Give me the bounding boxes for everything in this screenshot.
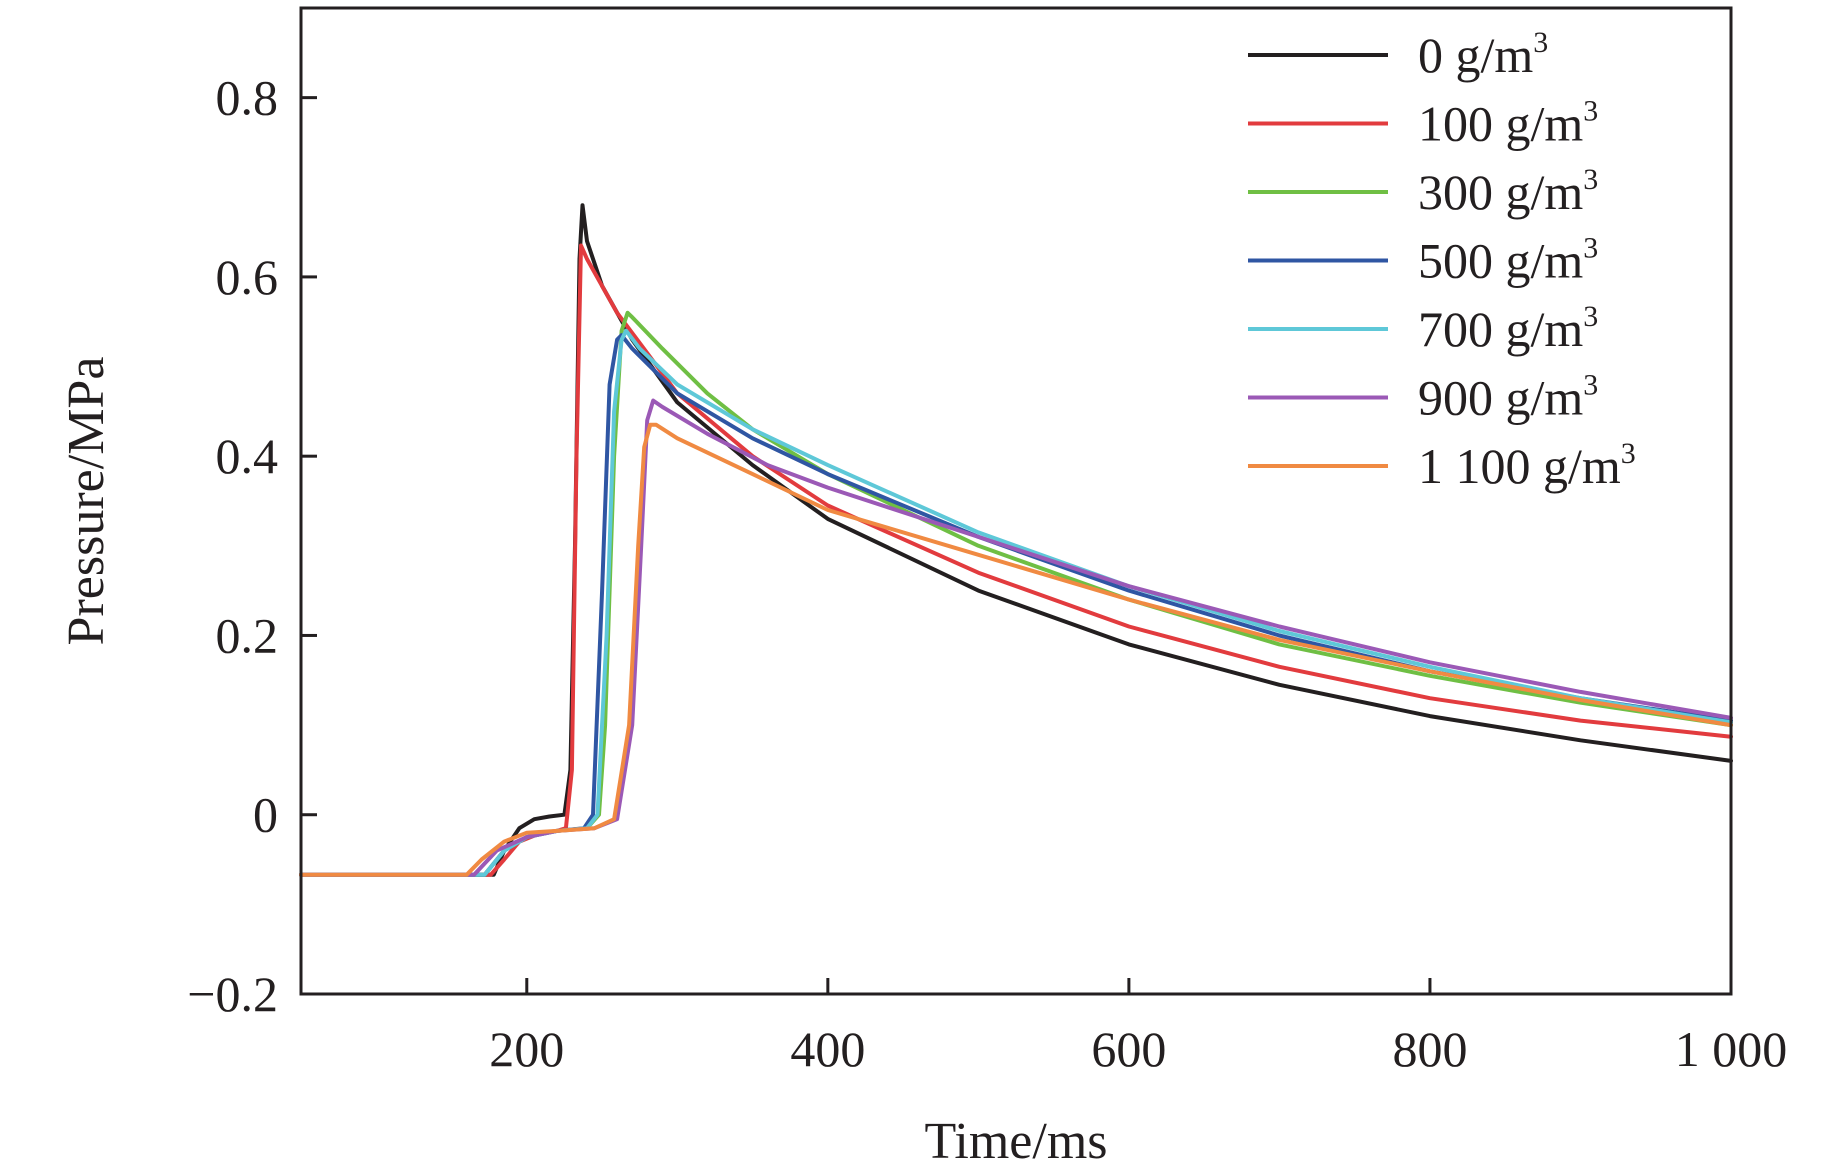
legend-label: 300 g/m3 <box>1418 163 1598 220</box>
series-line-0 <box>299 203 1733 877</box>
legend-label-superscript: 3 <box>1533 26 1548 59</box>
x-tick-label: 600 <box>1091 1021 1166 1077</box>
y-tick-label: 0.6 <box>216 249 279 305</box>
series-line-5 <box>299 398 1733 877</box>
series-line-6 <box>299 422 1733 877</box>
legend-label: 900 g/m3 <box>1418 369 1598 426</box>
x-tick-label: 400 <box>790 1021 865 1077</box>
legend-label: 700 g/m3 <box>1418 300 1598 357</box>
legend-label-text: 700 g/m <box>1418 301 1583 357</box>
legend-label-text: 1 100 g/m <box>1418 438 1621 494</box>
legend-label-text: 100 g/m <box>1418 96 1583 152</box>
legend-label-text: 300 g/m <box>1418 164 1583 220</box>
legend-label: 1 100 g/m3 <box>1418 437 1636 494</box>
x-tick-label: 1 000 <box>1675 1021 1788 1077</box>
y-tick-label: 0.2 <box>216 607 279 663</box>
x-tick-label: 800 <box>1392 1021 1467 1077</box>
legend-label: 0 g/m3 <box>1418 26 1548 83</box>
x-axis-title: Time/ms <box>924 1113 1107 1170</box>
y-axis-title: Pressure/MPa <box>58 357 115 646</box>
legend-label: 500 g/m3 <box>1418 232 1598 289</box>
series-layer <box>299 203 1733 877</box>
legend-label-superscript: 3 <box>1583 300 1598 333</box>
plot-frame <box>299 6 1733 996</box>
legend-label-text: 500 g/m <box>1418 233 1583 289</box>
legend-label-superscript: 3 <box>1583 369 1598 402</box>
legend-label-superscript: 3 <box>1583 163 1598 196</box>
y-tick-label: 0 <box>253 787 278 843</box>
legend-label: 100 g/m3 <box>1418 95 1598 152</box>
legend-label-superscript: 3 <box>1621 437 1636 470</box>
legend-label-superscript: 3 <box>1583 232 1598 265</box>
x-tick-label: 200 <box>489 1021 564 1077</box>
y-axis: −0.2 0 0.2 0.4 0.6 0.8 <box>187 70 317 1022</box>
y-tick-label: −0.2 <box>187 966 278 1022</box>
legend-label-text: 0 g/m <box>1418 27 1533 83</box>
series-line-1 <box>299 243 1733 877</box>
x-axis: 200 400 600 800 1 000 <box>489 978 1787 1077</box>
y-tick-label: 0.4 <box>216 428 279 484</box>
y-tick-label: 0.8 <box>216 70 279 126</box>
legend-label-text: 900 g/m <box>1418 370 1583 426</box>
legend-label-superscript: 3 <box>1583 95 1598 128</box>
